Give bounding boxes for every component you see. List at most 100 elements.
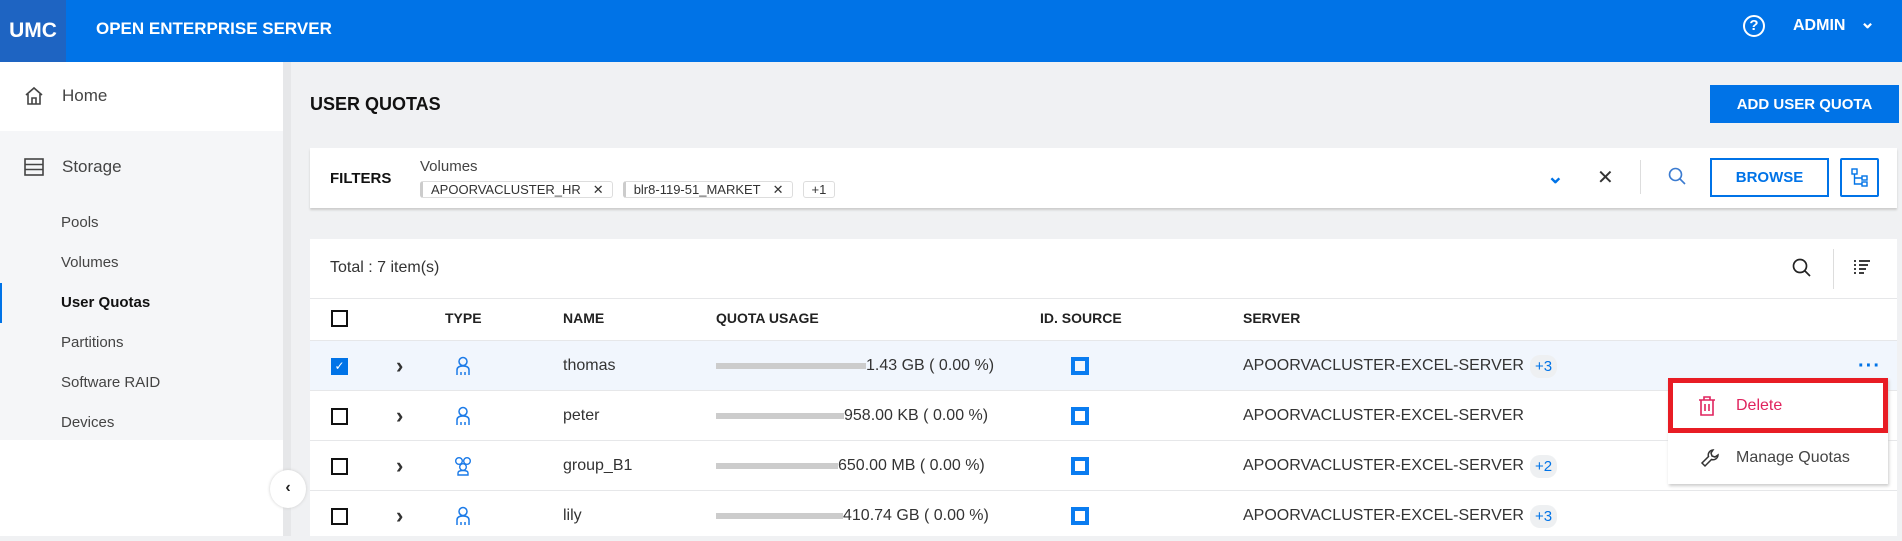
sidebar-item-storage[interactable]: Storage bbox=[24, 157, 122, 177]
column-header-id-source[interactable]: ID. SOURCE bbox=[1040, 310, 1122, 326]
storage-section bbox=[0, 131, 283, 440]
column-header-server[interactable]: SERVER bbox=[1243, 310, 1301, 326]
more-servers-badge[interactable]: +3 bbox=[1529, 354, 1558, 378]
filter-chip[interactable]: blr8-119-51_MARKET ✕ bbox=[622, 181, 793, 198]
menu-item-label: Manage Quotas bbox=[1736, 449, 1850, 466]
delete-menu-item[interactable]: Delete bbox=[1668, 378, 1888, 433]
name-cell: thomas bbox=[563, 357, 616, 374]
sidebar-item-label: Home bbox=[62, 86, 108, 105]
quota-usage-bar bbox=[716, 513, 843, 519]
expand-chevron-icon[interactable]: › bbox=[396, 403, 404, 428]
row-checkbox[interactable] bbox=[331, 507, 348, 525]
id-source-icon bbox=[1071, 457, 1089, 475]
more-chips-badge[interactable]: +1 bbox=[802, 181, 836, 198]
row-checkbox[interactable] bbox=[331, 457, 348, 475]
column-header-quota-usage[interactable]: QUOTA USAGE bbox=[716, 310, 819, 326]
app-title: OPEN ENTERPRISE SERVER bbox=[96, 19, 332, 38]
sidebar-item-partitions[interactable]: Partitions bbox=[61, 334, 124, 351]
server-cell: APOORVACLUSTER-EXCEL-SERVER bbox=[1243, 357, 1524, 374]
quota-usage-text: 410.74 GB ( 0.00 %) bbox=[843, 507, 989, 524]
home-icon bbox=[25, 86, 43, 105]
id-source-icon bbox=[1071, 357, 1089, 375]
more-servers-badge[interactable]: +2 bbox=[1529, 454, 1558, 478]
expand-chevron-icon[interactable]: › bbox=[396, 453, 404, 478]
table-row[interactable]: › lily 410.74 GB ( 0.00 %) APOORVACLUSTER-E… bbox=[310, 490, 1897, 540]
logo: UMC bbox=[0, 0, 66, 62]
table-row[interactable]: ✓ › thomas 1.43 GB ( 0.00 %) APOORVACLUSTER-… bbox=[310, 340, 1897, 390]
active-indicator bbox=[0, 283, 2, 323]
browse-button[interactable]: BROWSE bbox=[1710, 158, 1829, 197]
filter-chip[interactable]: APOORVACLUSTER_HR ✕ bbox=[420, 181, 613, 198]
user-icon bbox=[455, 491, 471, 541]
user-icon bbox=[455, 391, 471, 441]
server-cell: APOORVACLUSTER-EXCEL-SERVER bbox=[1243, 457, 1524, 474]
total-count: Total : 7 item(s) bbox=[330, 259, 440, 276]
menu-item-label: Delete bbox=[1736, 396, 1783, 414]
chip-label: APOORVACLUSTER_HR bbox=[431, 182, 581, 197]
column-settings-icon[interactable] bbox=[1853, 259, 1871, 275]
help-icon[interactable]: ? bbox=[1743, 15, 1765, 37]
sidebar-item-user-quotas[interactable]: User Quotas bbox=[61, 294, 151, 311]
quota-usage-bar bbox=[716, 463, 838, 469]
close-icon[interactable]: ✕ bbox=[592, 181, 604, 197]
wrench-icon bbox=[1700, 449, 1719, 468]
top-header: UMC OPEN ENTERPRISE SERVER ? ADMIN ⌄ bbox=[0, 0, 1902, 62]
tree-view-button[interactable] bbox=[1840, 158, 1879, 197]
divider bbox=[1640, 160, 1641, 194]
group-icon bbox=[452, 441, 474, 491]
search-icon[interactable] bbox=[1792, 258, 1812, 278]
chevron-down-icon[interactable]: ⌄ bbox=[1860, 12, 1876, 32]
sidebar-item-devices[interactable]: Devices bbox=[61, 414, 115, 431]
sidebar-item-software-raid[interactable]: Software RAID bbox=[61, 374, 161, 391]
quota-table: Total : 7 item(s) TYPE NAME QUOTA USAGE … bbox=[310, 239, 1897, 536]
row-checkbox[interactable]: ✓ bbox=[331, 357, 348, 375]
column-header-name[interactable]: NAME bbox=[563, 310, 605, 326]
tree-icon bbox=[1851, 168, 1868, 187]
name-cell: lily bbox=[563, 507, 582, 524]
quota-usage-bar bbox=[716, 413, 844, 419]
chevron-down-icon[interactable]: ⌄ bbox=[1547, 166, 1564, 188]
table-row[interactable]: › group_B1 650.00 MB ( 0.00 %) APOORVACLUST… bbox=[310, 440, 1897, 490]
more-actions-icon[interactable]: ··· bbox=[1858, 354, 1881, 377]
sidebar-item-volumes[interactable]: Volumes bbox=[61, 254, 119, 271]
manage-quotas-menu-item[interactable]: Manage Quotas bbox=[1668, 433, 1888, 483]
user-menu[interactable]: ADMIN bbox=[1793, 17, 1846, 34]
storage-icon bbox=[24, 158, 44, 176]
filter-chips: APOORVACLUSTER_HR ✕ blr8-119-51_MARKET ✕ +… bbox=[420, 181, 836, 198]
volumes-label: Volumes bbox=[420, 158, 478, 175]
sidebar-item-pools[interactable]: Pools bbox=[61, 214, 99, 231]
filters-bar: FILTERS Volumes APOORVACLUSTER_HR ✕ blr8-… bbox=[310, 148, 1897, 208]
divider bbox=[1833, 249, 1834, 289]
add-user-quota-button[interactable]: ADD USER QUOTA bbox=[1710, 85, 1899, 123]
trash-icon bbox=[1699, 395, 1715, 416]
table-row[interactable]: › peter 958.00 KB ( 0.00 %) APOORVACLUSTER-… bbox=[310, 390, 1897, 440]
expand-chevron-icon[interactable]: › bbox=[396, 503, 404, 528]
quota-usage-bar bbox=[716, 363, 866, 369]
column-header-type[interactable]: TYPE bbox=[445, 310, 482, 326]
divider bbox=[310, 298, 1897, 299]
chip-label: blr8-119-51_MARKET bbox=[633, 182, 761, 197]
user-icon bbox=[455, 341, 471, 391]
id-source-icon bbox=[1071, 507, 1089, 525]
page-title: USER QUOTAS bbox=[310, 94, 441, 114]
clear-icon[interactable]: ✕ bbox=[1597, 167, 1614, 189]
name-cell: group_B1 bbox=[563, 457, 633, 474]
server-cell: APOORVACLUSTER-EXCEL-SERVER bbox=[1243, 407, 1524, 424]
server-cell: APOORVACLUSTER-EXCEL-SERVER bbox=[1243, 507, 1524, 524]
quota-usage-text: 958.00 KB ( 0.00 %) bbox=[844, 407, 989, 424]
close-icon[interactable]: ✕ bbox=[772, 181, 784, 197]
more-servers-badge[interactable]: +3 bbox=[1529, 504, 1558, 528]
quota-usage-text: 1.43 GB ( 0.00 %) bbox=[866, 357, 995, 374]
row-context-menu: Delete Manage Quotas bbox=[1668, 378, 1888, 484]
sidebar-item-label: Storage bbox=[62, 157, 122, 176]
collapse-sidebar-button[interactable]: ‹ bbox=[270, 470, 306, 508]
expand-chevron-icon[interactable]: › bbox=[396, 353, 404, 378]
sidebar-item-home[interactable]: Home bbox=[24, 86, 107, 106]
filters-label: FILTERS bbox=[330, 170, 392, 187]
row-checkbox[interactable] bbox=[331, 407, 348, 425]
id-source-icon bbox=[1071, 407, 1089, 425]
quota-usage-text: 650.00 MB ( 0.00 %) bbox=[838, 457, 985, 474]
name-cell: peter bbox=[563, 407, 600, 424]
search-icon[interactable] bbox=[1668, 167, 1686, 185]
select-all-checkbox[interactable] bbox=[331, 310, 348, 327]
